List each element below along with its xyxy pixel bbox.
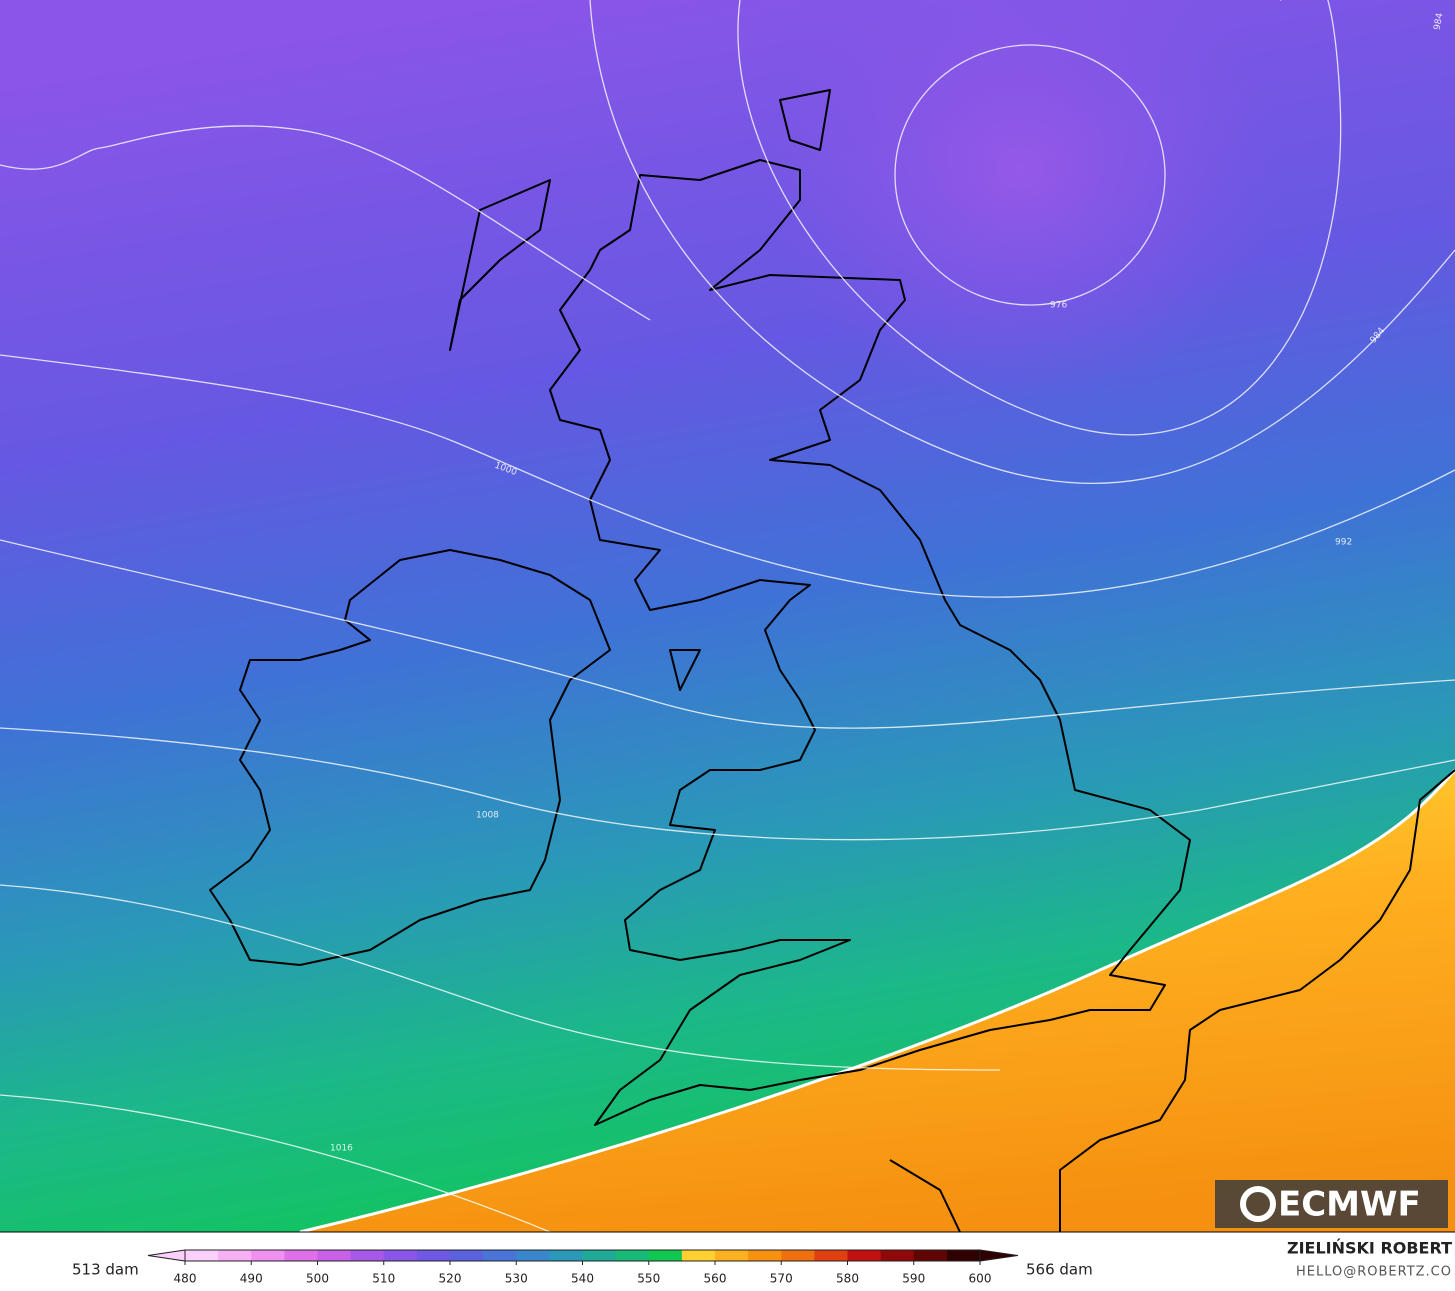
isobar — [0, 884, 1001, 1071]
isobar — [737, 0, 1342, 436]
colorbar-segment — [383, 1250, 418, 1261]
colorbar-segment — [946, 1250, 981, 1261]
colorbar-segment — [317, 1250, 352, 1261]
colorbar-segment — [450, 1250, 484, 1261]
colorbar-tick-label: 520 — [439, 1272, 462, 1286]
colorbar-tick-label: 560 — [704, 1272, 727, 1286]
colorbar-segment — [483, 1250, 517, 1261]
colorbar-tick-label: 570 — [770, 1272, 793, 1286]
colorbar-tick-label: 540 — [571, 1272, 594, 1286]
colorbar-segment — [847, 1250, 882, 1261]
credit-contact: HELLO@ROBERTZ.CO — [1296, 1265, 1452, 1280]
colorbar-segment — [516, 1250, 550, 1261]
colorbar: 480 490 500 510 520 530 540 550 560 570 580 590 600 — [147, 1249, 1019, 1286]
isobar — [0, 539, 1455, 729]
logo: ECMWF — [1215, 1180, 1448, 1228]
colorbar-tick-label: 530 — [505, 1272, 528, 1286]
front — [299, 769, 1455, 1232]
colorbar-segment — [549, 1250, 583, 1261]
colorbar-max-label: 566 dam — [1026, 1261, 1093, 1279]
colorbar-tick-label: 600 — [969, 1272, 992, 1286]
colorbar-segment — [781, 1250, 815, 1261]
colorbar-end — [979, 1249, 1019, 1262]
coastline — [209, 549, 611, 966]
low-center — [760, 0, 1280, 400]
logo-text: ECMWF — [1278, 1185, 1421, 1225]
colorbar-segment — [615, 1250, 650, 1261]
colorbar-segment — [880, 1250, 915, 1261]
map-area: 976 984 984 992 1000 1008 1016 — [0, 0, 1455, 1232]
isobar-label: 992 — [1335, 538, 1352, 548]
colorbar-tick-label: 510 — [372, 1272, 395, 1286]
colorbar-segment — [814, 1250, 848, 1261]
colorbar-segment — [251, 1250, 285, 1261]
colorbar-segment — [681, 1250, 716, 1261]
isobar — [894, 44, 1166, 306]
colorbar-segment — [648, 1250, 683, 1261]
warm-area — [300, 770, 1455, 1232]
colorbar-segment — [185, 1250, 219, 1261]
colorbar-segment — [284, 1250, 318, 1261]
coastline — [549, 159, 1191, 1126]
colorbar-segment — [748, 1250, 782, 1261]
isobar-label: 984 — [1433, 12, 1446, 31]
isobar-label: 976 — [1050, 301, 1067, 311]
colorbar-tick-label: 550 — [637, 1272, 660, 1286]
isobar — [589, 0, 1455, 484]
isobar-label: 1008 — [476, 811, 499, 821]
credit-author: ZIELIŃSKI ROBERT — [1287, 1239, 1452, 1258]
coastline — [449, 89, 1455, 1232]
isobar-label: 1016 — [330, 1144, 353, 1154]
colorbar-segment — [715, 1250, 749, 1261]
isobar — [0, 125, 651, 321]
colorbar-tick-label: 500 — [306, 1272, 329, 1286]
colorbar-tick-label: 590 — [902, 1272, 925, 1286]
colorbar-segment — [218, 1250, 252, 1261]
colorbar-segment — [582, 1250, 617, 1261]
colorbar-segment — [416, 1250, 451, 1261]
colorbar-tick-label: 490 — [240, 1272, 263, 1286]
isobar — [0, 1094, 551, 1232]
colorbar-segment — [913, 1250, 948, 1261]
colorbar-tick-label: 580 — [836, 1272, 859, 1286]
isobar — [0, 727, 1455, 841]
colorbar-tick-label: 480 — [174, 1272, 197, 1286]
colorbar-min-label: 513 dam — [72, 1261, 139, 1279]
logo-icon — [1240, 1186, 1276, 1222]
isobar — [0, 354, 1455, 598]
colorbar-segment — [350, 1250, 385, 1261]
colorbar-end — [147, 1249, 186, 1262]
